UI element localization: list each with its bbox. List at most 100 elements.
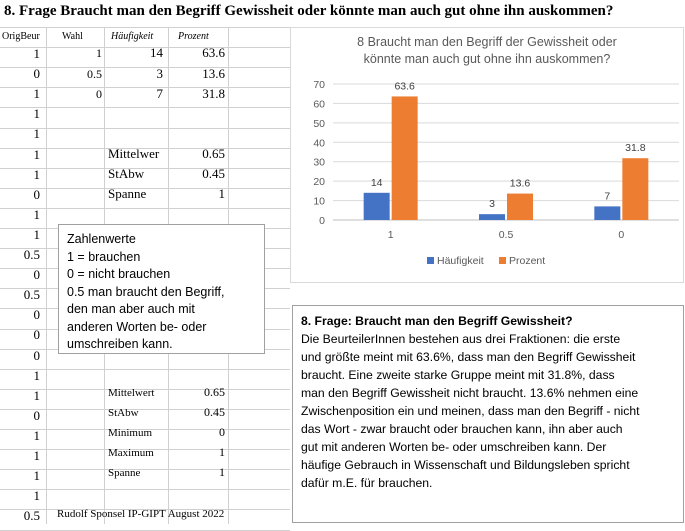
- stat-label: Minimum: [108, 427, 153, 439]
- origbeur-cell: 1: [33, 86, 41, 101]
- x-tick-label: 1: [388, 229, 394, 241]
- origbeur-cell: 1: [33, 46, 41, 61]
- summary-textbox: 8. Frage: Braucht man den Begriff Gewiss…: [292, 305, 684, 523]
- header-origbeur: OrigBeur: [2, 31, 40, 42]
- origbeur-cell: 1: [33, 468, 41, 483]
- data-label: 31.8: [625, 142, 646, 154]
- origbeur-cell: 1: [33, 106, 41, 121]
- origbeur-cell: 1: [33, 227, 41, 242]
- freq-wahl: 1: [96, 46, 102, 60]
- origbeur-cell: 1: [33, 388, 41, 403]
- legend-swatch-prozent: [499, 257, 506, 264]
- origbeur-cell: 1: [33, 147, 41, 162]
- grid-hline: [0, 27, 290, 28]
- legend-swatch-haeufigkeit: [427, 257, 434, 264]
- y-tick-label: 70: [313, 79, 325, 91]
- freq-haeufigkeit: 3: [156, 66, 164, 81]
- chart-legend: Häufigkeit Prozent: [427, 255, 545, 267]
- summary-line: das Wort - zwar braucht oder brauchen ka…: [301, 422, 623, 436]
- origbeur-cell: 0: [33, 348, 41, 363]
- data-label: 3: [489, 198, 495, 210]
- stat-value: 1: [219, 465, 225, 479]
- freq-prozent: 31.8: [202, 86, 225, 101]
- origbeur-cell: 0.5: [23, 247, 40, 262]
- y-tick-label: 20: [313, 176, 325, 188]
- origbeur-cell: 1: [33, 126, 41, 141]
- origbeur-cell: 0.5: [23, 287, 40, 302]
- value-legend-textbox: Zahlenwerte 1 = brauchen 0 = nicht brauc…: [58, 224, 265, 354]
- bar-chart[interactable]: 0 10 20 30 40 50 60 70 14 63.6 3 13.6 7 31.8 1 0.5 0 8…: [290, 27, 684, 283]
- bar-prozent: [622, 158, 649, 220]
- summary-line: dafür m.E. für brauchen.: [301, 476, 433, 490]
- origbeur-cell: 0: [33, 267, 41, 282]
- origbeur-cell: 0: [33, 408, 41, 423]
- page-title: 8. Frage Braucht man den Begriff Gewissh…: [4, 3, 614, 19]
- bar-haeufigkeit: [363, 192, 390, 220]
- bar-prozent: [507, 193, 533, 220]
- grid-hline: [0, 429, 290, 430]
- data-label: 7: [604, 190, 610, 202]
- value-legend-line: umschreiben kann.: [67, 337, 173, 351]
- grid-vline: [46, 27, 47, 524]
- data-label: 13.6: [510, 178, 531, 190]
- bar-prozent: [391, 96, 418, 220]
- stat-label: Mittelwert: [108, 387, 155, 399]
- grid-hline: [0, 107, 290, 108]
- value-legend-line: anderen Worten be- oder: [67, 319, 207, 334]
- stat-label: StAbw: [108, 166, 145, 181]
- summary-heading: 8. Frage: Braucht man den Begriff Gewiss…: [301, 314, 573, 328]
- x-tick-label: 0.5: [499, 229, 514, 241]
- y-tick-label: 50: [313, 118, 325, 130]
- origbeur-cell: 0: [33, 187, 41, 202]
- origbeur-cell: 1: [33, 368, 41, 383]
- grid-hline: [0, 449, 290, 450]
- stat-value: 0.45: [202, 166, 225, 181]
- grid-hline: [0, 148, 290, 149]
- value-legend-line: Zahlenwerte: [67, 232, 136, 246]
- grid-hline: [0, 469, 290, 470]
- summary-line: Die BeurteilerInnen bestehen aus drei Fr…: [301, 332, 621, 346]
- bar-haeufigkeit: [479, 214, 505, 220]
- origbeur-cell: 0.5: [23, 508, 40, 523]
- chart-title-line-1: 8 Braucht man den Begriff der Gewissheit…: [357, 35, 617, 49]
- x-tick-label: 0: [618, 229, 624, 241]
- grid-hline: [0, 168, 290, 169]
- chart-bars: [363, 96, 649, 220]
- summary-line: und größte meint mit 63.6%, dass man den…: [301, 350, 636, 364]
- y-tick-labels: 0 10 20 30 40 50 60 70: [313, 79, 325, 227]
- stat-label: Spanne: [108, 186, 147, 201]
- stat-value: 1: [218, 186, 226, 201]
- grid-hline: [0, 389, 290, 390]
- header-wahl: Wahl: [62, 31, 83, 42]
- chart-gridlines: [333, 83, 679, 221]
- origbeur-cell: 1: [33, 167, 41, 182]
- legend-label-prozent: Prozent: [509, 255, 545, 267]
- summary-line: man den Begriff Gewissheit nicht braucht…: [301, 386, 639, 400]
- value-legend-line: 0 = nicht brauchen: [67, 267, 171, 281]
- grid-hline: [0, 128, 290, 129]
- data-label: 14: [371, 177, 383, 189]
- grid-hline: [0, 47, 290, 48]
- summary-line: gut mit anderen Worten be- oder umschrei…: [301, 440, 607, 454]
- legend-label-haeufigkeit: Häufigkeit: [437, 255, 484, 267]
- origbeur-cell: 1: [33, 488, 41, 503]
- chart-title-line-2: könnte man auch gut ohne ihn auskommen?: [364, 52, 611, 66]
- grid-hline: [0, 208, 290, 209]
- freq-wahl: 0.5: [87, 67, 102, 81]
- grid-hline: [0, 369, 290, 370]
- freq-prozent: 13.6: [202, 66, 225, 81]
- header-prozent: Prozent: [178, 31, 209, 42]
- origbeur-cell: 1: [33, 428, 41, 443]
- grid-hline: [0, 188, 290, 189]
- chart-data-labels: 14 63.6 3 13.6 7 31.8: [371, 80, 646, 210]
- stat-label: Maximum: [108, 447, 154, 459]
- freq-wahl: 0: [96, 87, 102, 101]
- header-haeufigkeit: Häufigkeit: [111, 31, 154, 42]
- freq-haeufigkeit: 7: [156, 86, 164, 101]
- stat-label: Mittelwer: [108, 146, 160, 161]
- stat-value: 1: [219, 445, 225, 459]
- grid-hline: [0, 87, 290, 88]
- value-legend-line: 1 = brauchen: [67, 249, 141, 264]
- origbeur-cell: 1: [33, 207, 41, 222]
